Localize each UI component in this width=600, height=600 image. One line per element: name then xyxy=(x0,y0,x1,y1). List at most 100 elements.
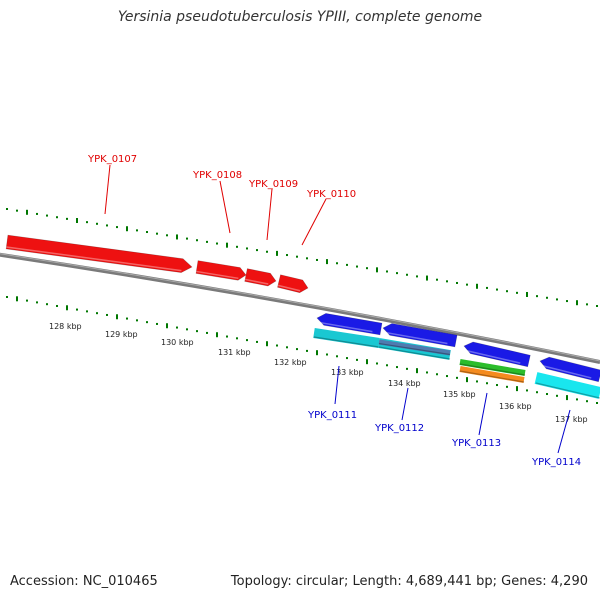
scale-label: 133 kbp xyxy=(331,368,364,377)
lower-tick xyxy=(416,368,418,374)
lower-tick xyxy=(106,313,108,316)
lower-tick xyxy=(486,382,488,385)
lower-tick xyxy=(156,322,158,325)
upper-tick xyxy=(346,263,348,266)
upper-tick xyxy=(106,224,108,227)
gene-arrow-ypk-0107-body xyxy=(5,234,193,273)
upper-tick xyxy=(216,242,218,245)
gene-arrow-ypk-0109-body xyxy=(244,268,277,287)
upper-tick xyxy=(146,231,148,234)
upper-tick xyxy=(386,270,388,273)
lower-tick xyxy=(66,305,68,311)
lower-tick xyxy=(576,398,578,401)
gene-arrow-ypk-0107-shine xyxy=(6,246,182,272)
gene-arrow-ypk-0110 xyxy=(277,274,309,294)
upper-tick xyxy=(596,305,598,307)
lower-tick xyxy=(466,377,468,383)
locus-label-bottom: YPK_0114 xyxy=(531,457,581,468)
lower-tick xyxy=(336,355,338,358)
upper-tick xyxy=(446,280,448,283)
feature-bar-green-ypk-0113 xyxy=(459,359,526,376)
feature-bar-cyan-ypk-0114 xyxy=(534,372,600,399)
lower-tick xyxy=(186,328,188,331)
upper-tick xyxy=(56,216,58,219)
upper-tick xyxy=(16,209,18,212)
gene-arrow-ypk-0112 xyxy=(382,323,458,348)
lower-tick xyxy=(126,317,128,320)
lower-tick xyxy=(56,304,58,307)
lower-tick-track xyxy=(6,296,598,404)
gene-arrow-ypk-0112-shine xyxy=(382,331,448,345)
lower-tick xyxy=(586,400,588,403)
lower-tick xyxy=(86,310,88,313)
lower-tick xyxy=(266,341,268,347)
gene-arrow-ypk-0107 xyxy=(5,234,193,273)
genome-backbone xyxy=(0,252,600,364)
lower-tick xyxy=(426,371,428,374)
lower-tick xyxy=(446,375,448,378)
scale-label: 129 kbp xyxy=(105,330,138,339)
lower-tick xyxy=(146,321,148,324)
upper-tick xyxy=(436,278,438,281)
upper-tick xyxy=(476,283,478,289)
upper-tick xyxy=(376,267,378,273)
lower-tick xyxy=(76,308,78,311)
gene-arrow-ypk-0113-body xyxy=(463,341,531,368)
upper-tick xyxy=(76,218,78,224)
lower-tick xyxy=(456,376,458,379)
accession-text: Accession: NC_010465 xyxy=(10,574,158,589)
gene-arrow-ypk-0113 xyxy=(462,341,531,368)
upper-tick xyxy=(356,265,358,268)
upper-tick-track xyxy=(6,208,598,307)
scale-label: 131 kbp xyxy=(218,348,251,357)
genome-summary-text: Topology: circular; Length: 4,689,441 bp… xyxy=(230,574,588,589)
upper-tick xyxy=(126,226,128,232)
lower-tick xyxy=(596,402,598,404)
scale-label: 135 kbp xyxy=(443,390,476,399)
upper-tick xyxy=(186,237,188,240)
upper-tick xyxy=(6,208,8,210)
scale-label: 128 kbp xyxy=(49,322,82,331)
feature-bar-steel-ypk-0112-edge xyxy=(378,342,451,356)
lower-tick xyxy=(356,358,358,361)
lower-tick xyxy=(226,335,228,338)
lower-tick xyxy=(306,349,308,352)
upper-tick xyxy=(516,291,518,294)
upper-tick xyxy=(456,281,458,284)
upper-tick xyxy=(256,249,258,252)
top-leader-line xyxy=(104,164,111,215)
bottom-leader-line xyxy=(401,387,409,421)
upper-tick xyxy=(276,250,278,256)
upper-tick xyxy=(576,300,578,306)
lower-tick xyxy=(526,389,528,392)
upper-tick xyxy=(116,226,118,229)
upper-tick xyxy=(196,239,198,242)
lower-tick xyxy=(176,326,178,329)
genome-title: Yersinia pseudotuberculosis YPIII, compl… xyxy=(117,9,483,25)
lower-tick xyxy=(476,380,478,383)
upper-tick xyxy=(136,229,138,232)
gene-arrow-ypk-0111-body xyxy=(316,313,383,336)
scale-label: 134 kbp xyxy=(388,379,421,388)
upper-tick xyxy=(566,300,568,303)
upper-tick xyxy=(366,267,368,270)
gene-arrow-ypk-0113-shine xyxy=(462,349,521,364)
gene-arrow-ypk-0114 xyxy=(538,356,600,383)
lower-tick xyxy=(496,384,498,387)
upper-tick xyxy=(206,240,208,243)
top-leader-line xyxy=(301,198,327,246)
bottom-leader-line xyxy=(557,409,571,454)
genome-backbone-highlight xyxy=(0,253,600,362)
lower-tick xyxy=(326,353,328,356)
lower-tick xyxy=(166,323,168,329)
gene-arrow-ypk-0108 xyxy=(195,260,247,281)
upper-tick xyxy=(496,288,498,291)
lower-tick xyxy=(6,296,8,298)
gene-arrow-ypk-0111 xyxy=(316,313,383,336)
upper-tick xyxy=(416,275,418,278)
upper-tick xyxy=(336,262,338,265)
upper-tick xyxy=(226,242,228,248)
upper-tick xyxy=(86,221,88,224)
lower-tick xyxy=(536,391,538,394)
